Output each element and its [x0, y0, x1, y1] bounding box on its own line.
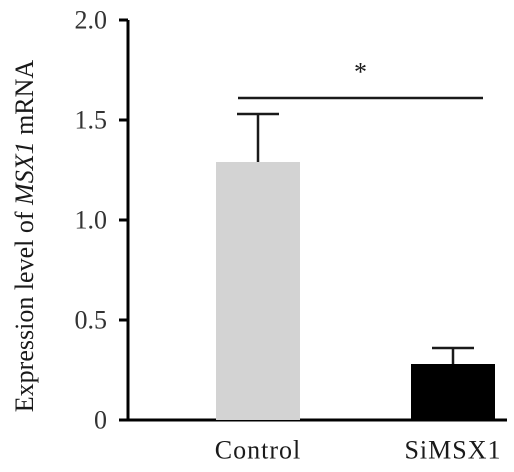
x-tick-labels: Control SiMSX1 — [215, 436, 501, 465]
y-axis-title-part-1: Expression level of — [10, 205, 39, 412]
y-tick-label: 1.0 — [75, 206, 108, 235]
y-tick-label: 2.0 — [75, 6, 108, 35]
axes — [126, 20, 507, 422]
y-ticks: 0 0.5 1.0 1.5 2.0 — [75, 6, 128, 435]
bar — [411, 364, 495, 420]
y-axis-title: Expression level of MSX1 mRNA — [10, 60, 39, 413]
x-tick-label: Control — [215, 436, 301, 465]
significance-star: * — [354, 58, 367, 87]
y-axis-title-gene: MSX1 — [10, 141, 39, 206]
bars — [216, 162, 495, 420]
y-tick-label: 0.5 — [75, 306, 108, 335]
y-axis-title-part-3: mRNA — [10, 60, 39, 142]
significance-annotation: * — [238, 58, 483, 100]
y-tick-label: 0 — [94, 406, 107, 435]
x-tick-label: SiMSX1 — [404, 436, 501, 465]
error-bars — [237, 112, 474, 364]
bar — [216, 162, 300, 420]
y-tick-label: 1.5 — [75, 106, 108, 135]
